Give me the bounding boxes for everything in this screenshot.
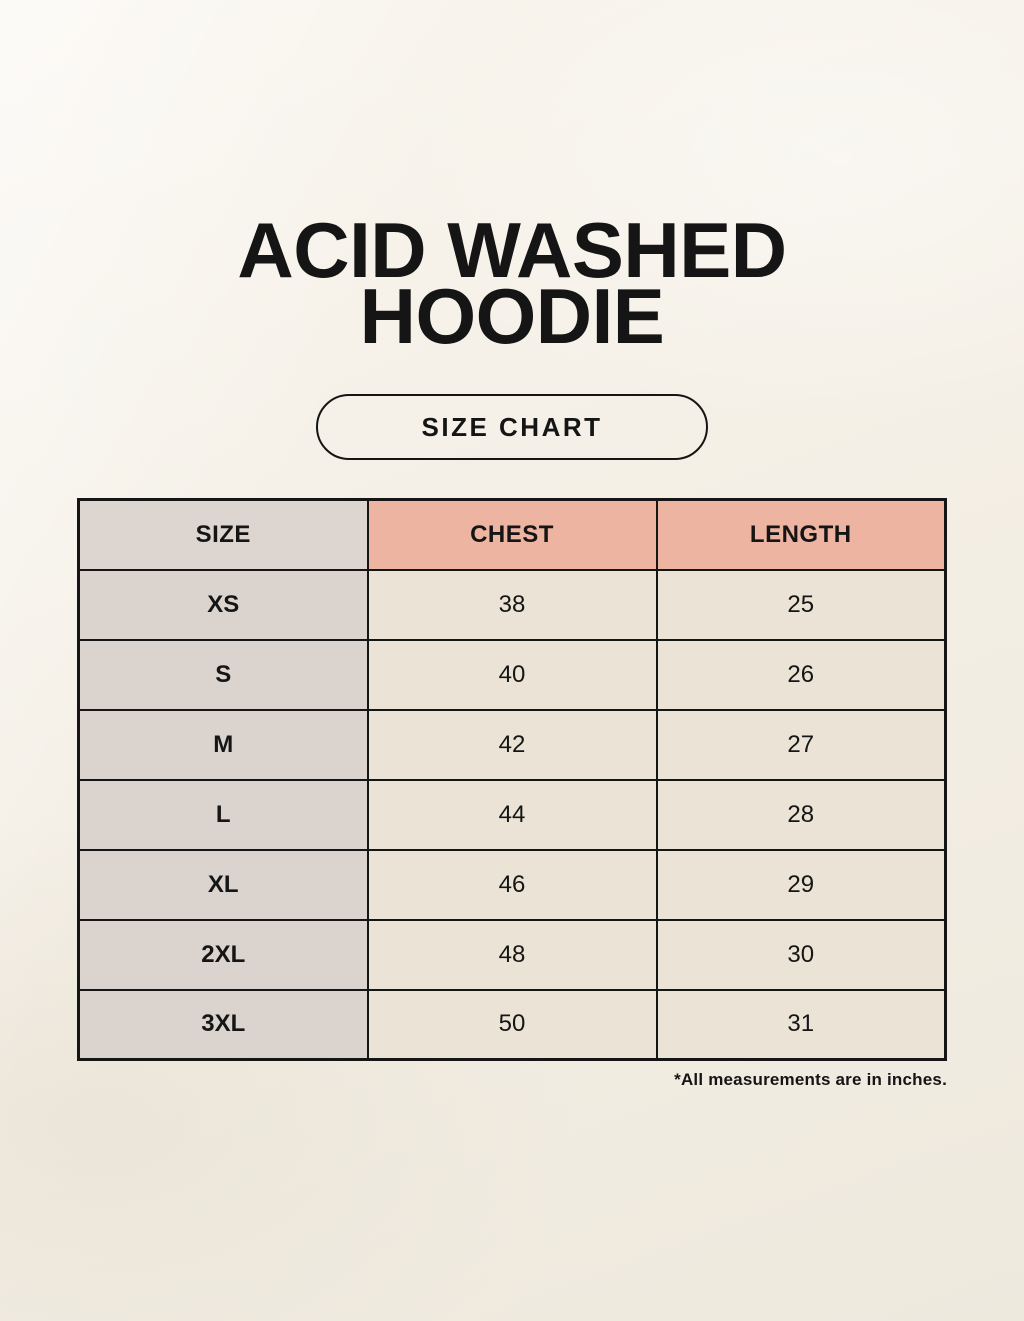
product-title: ACID WASHED HOODIE <box>0 0 1024 360</box>
chest-cell: 48 <box>366 918 658 991</box>
size-table-container: SIZE CHEST LENGTH XS 38 25 S 40 26 M <box>77 498 947 1090</box>
table-header-row: SIZE CHEST LENGTH <box>77 498 947 571</box>
measurements-footnote: *All measurements are in inches. <box>674 1070 947 1090</box>
length-cell: 31 <box>655 988 947 1061</box>
product-title-line1: ACID WASHED <box>237 206 787 294</box>
size-chart-badge: SIZE CHART <box>316 394 708 461</box>
table-row-xs: XS 38 25 <box>77 568 947 641</box>
length-cell: 26 <box>655 638 947 711</box>
table-row-l: L 44 28 <box>77 778 947 851</box>
length-cell: 25 <box>655 568 947 641</box>
chest-cell: 50 <box>366 988 658 1061</box>
chest-cell: 44 <box>366 778 658 851</box>
length-cell: 29 <box>655 848 947 921</box>
table-row-s: S 40 26 <box>77 638 947 711</box>
table-row-2xl: 2XL 48 30 <box>77 918 947 991</box>
chest-cell: 46 <box>366 848 658 921</box>
size-cell: 2XL <box>77 918 369 991</box>
size-chart-badge-label: SIZE CHART <box>421 411 603 442</box>
table-row-m: M 42 27 <box>77 708 947 781</box>
size-table: SIZE CHEST LENGTH XS 38 25 S 40 26 M <box>77 498 947 1062</box>
size-cell: 3XL <box>77 988 369 1061</box>
length-cell: 30 <box>655 918 947 991</box>
table-row-xl: XL 46 29 <box>77 848 947 921</box>
product-title-line2: HOODIE <box>359 271 665 360</box>
size-cell: XS <box>77 568 369 641</box>
column-header-chest: CHEST <box>366 498 658 571</box>
chest-cell: 38 <box>366 568 658 641</box>
size-cell: L <box>77 778 369 851</box>
size-cell: S <box>77 638 369 711</box>
chest-cell: 42 <box>366 708 658 781</box>
chest-cell: 40 <box>366 638 658 711</box>
size-cell: M <box>77 708 369 781</box>
length-cell: 28 <box>655 778 947 851</box>
column-header-size: SIZE <box>77 498 369 571</box>
length-cell: 27 <box>655 708 947 781</box>
column-header-length: LENGTH <box>655 498 947 571</box>
table-row-3xl: 3XL 50 31 <box>77 988 947 1061</box>
size-cell: XL <box>77 848 369 921</box>
